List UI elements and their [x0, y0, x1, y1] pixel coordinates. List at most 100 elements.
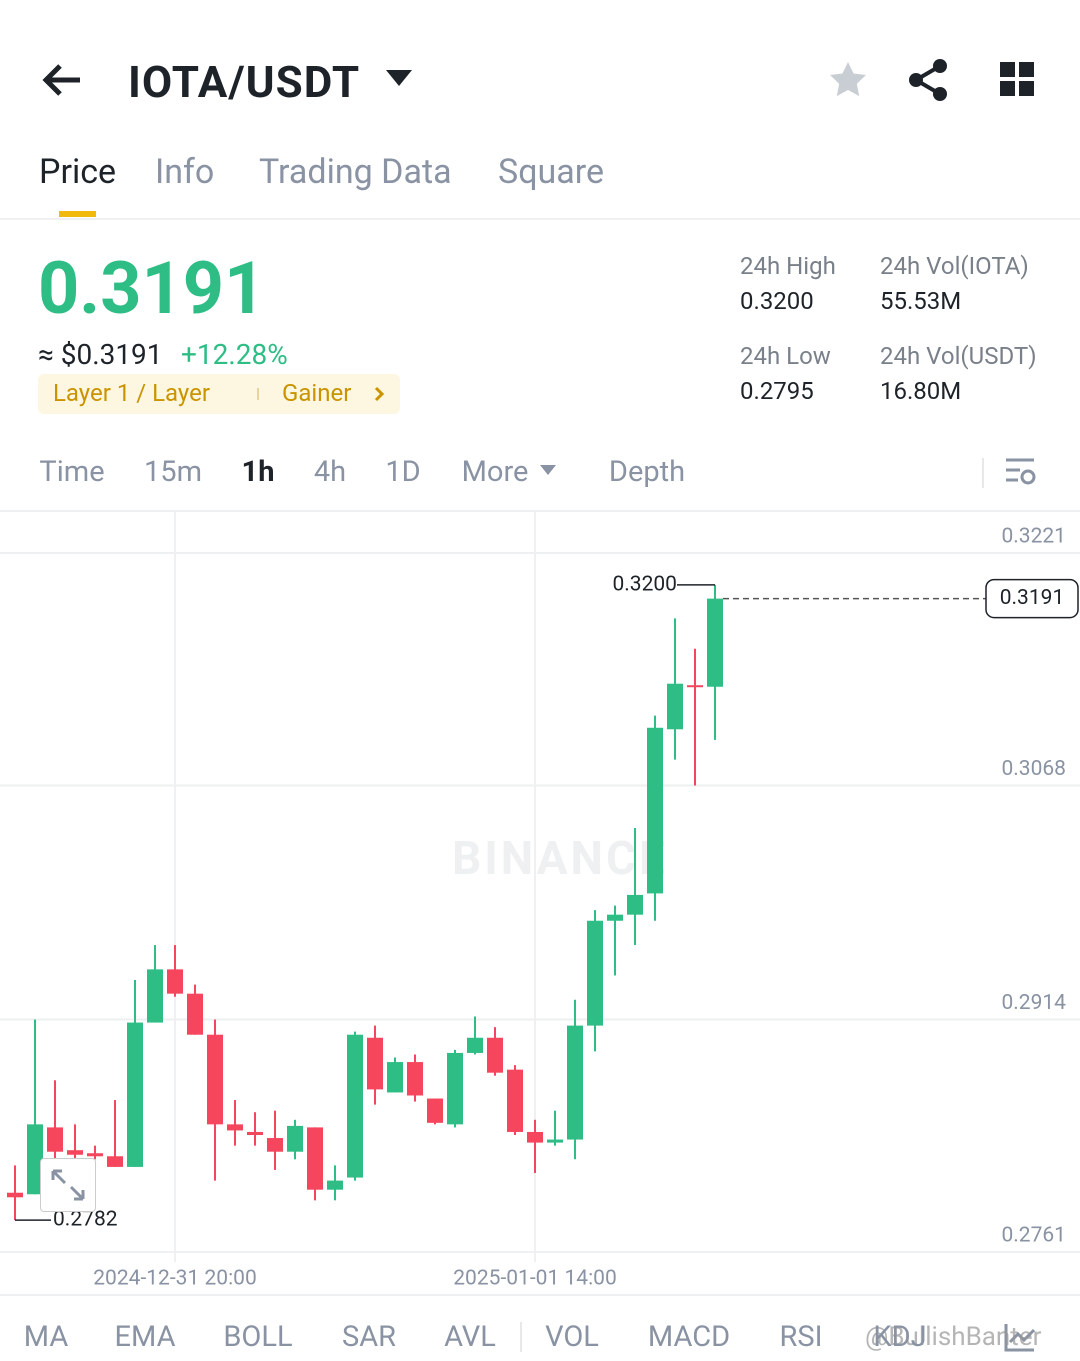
indicator[interactable]: AVL	[444, 1320, 496, 1354]
tag-separator	[257, 388, 259, 400]
high-marker-label: 0.3200	[612, 572, 677, 596]
candle-body	[87, 1153, 103, 1157]
candle-body	[287, 1125, 303, 1152]
candle-body	[507, 1069, 523, 1132]
last-price: 0.3191	[38, 246, 266, 331]
favorite[interactable]	[828, 60, 868, 100]
stat-label: 24h High	[740, 252, 836, 280]
candle-body	[27, 1124, 43, 1195]
tab-indicator	[59, 211, 96, 217]
layout-menu[interactable]	[1000, 62, 1036, 98]
tab[interactable]: Square	[498, 152, 604, 192]
indicator-settings[interactable]	[1004, 1322, 1036, 1352]
x-tick-label: 2024-12-31 20:00	[93, 1267, 257, 1291]
candle-body	[607, 914, 623, 921]
interval[interactable]: Depth	[608, 455, 686, 489]
candle-body	[347, 1034, 363, 1178]
pair-title[interactable]: IOTA/USDT	[128, 56, 361, 108]
interval[interactable]: 1D	[385, 455, 421, 489]
usd-price: ≈ $0.3191	[38, 338, 163, 371]
candle-body	[687, 685, 703, 688]
interval[interactable]: More	[461, 455, 529, 489]
candle-body	[7, 1192, 23, 1198]
chart-settings[interactable]	[1004, 456, 1038, 488]
candle-body	[447, 1052, 463, 1125]
candle-body	[587, 920, 603, 1026]
tag[interactable]: Layer 1 / Layer	[53, 379, 210, 407]
candle-body	[407, 1062, 423, 1096]
candle-body	[467, 1037, 483, 1053]
candle-body	[167, 969, 183, 994]
candle-body	[387, 1062, 403, 1093]
interval[interactable]: 4h	[313, 455, 347, 489]
tag-bar[interactable]	[38, 374, 400, 414]
pair-dropdown[interactable]	[386, 70, 412, 88]
last-price-label: 0.3191	[1000, 586, 1065, 610]
candle-body	[187, 993, 203, 1035]
indicator[interactable]: KDJ	[873, 1320, 927, 1354]
y-tick-label: 0.3221	[1001, 525, 1066, 549]
interval[interactable]: 1h	[241, 455, 275, 489]
x-tick-label: 2025-01-01 14:00	[453, 1267, 617, 1291]
watermark: @BullishBanter	[865, 1322, 1042, 1352]
y-tick-label: 0.2914	[1001, 991, 1066, 1015]
y-tick-label: 0.3068	[1001, 757, 1066, 781]
indicator[interactable]: BOLL	[223, 1320, 293, 1354]
candle-body	[207, 1034, 223, 1125]
indicator[interactable]: EMA	[114, 1320, 176, 1354]
indicator[interactable]: VOL	[545, 1320, 599, 1354]
tab[interactable]: Info	[155, 152, 215, 192]
divider	[0, 218, 1080, 220]
tab[interactable]: Trading Data	[259, 152, 452, 192]
price-change: +12.28%	[181, 338, 288, 371]
candlestick-chart: BINANCE 0.2761 0.2914 0.3068 0.3221 2024-12-3…	[0, 512, 1080, 1291]
expand-icon	[51, 1169, 85, 1201]
candle-body	[227, 1124, 243, 1131]
stat-label: 24h Vol(USDT)	[880, 342, 1037, 370]
candle-body	[667, 683, 683, 730]
interval[interactable]: Time	[39, 455, 105, 489]
candle-body	[107, 1156, 123, 1167]
candle-body	[307, 1127, 323, 1190]
tab[interactable]: Price	[39, 152, 117, 192]
expand-button[interactable]	[40, 1158, 96, 1212]
back-button[interactable]	[40, 62, 84, 98]
candle-body	[247, 1131, 263, 1135]
candle-body	[627, 894, 643, 915]
divider	[0, 1294, 1080, 1296]
candle-body	[67, 1150, 83, 1155]
indicator[interactable]: MA	[23, 1320, 69, 1354]
candle-body	[47, 1127, 63, 1152]
indicator[interactable]: SAR	[341, 1320, 397, 1354]
candle-body	[267, 1138, 283, 1152]
candle-body	[647, 727, 663, 894]
indicator[interactable]: RSI	[779, 1320, 823, 1354]
candle-body	[127, 1022, 143, 1167]
stat-value: 0.3200	[740, 287, 814, 315]
interval[interactable]: 15m	[143, 455, 203, 489]
y-tick-label: 0.2761	[1001, 1224, 1066, 1248]
separator	[982, 458, 984, 488]
candle-body	[367, 1037, 383, 1090]
candle-body	[487, 1037, 503, 1073]
stat-value: 16.80M	[880, 377, 962, 405]
candle-body	[527, 1131, 543, 1143]
last-price-box	[985, 578, 1079, 619]
candle-body	[147, 969, 163, 1023]
candle-body	[427, 1098, 443, 1123]
separator	[520, 1322, 522, 1352]
more-dropdown[interactable]	[540, 465, 556, 476]
tag-chevron	[374, 386, 385, 402]
divider	[0, 510, 1080, 512]
stat-value: 55.53M	[880, 287, 962, 315]
candle-body	[567, 1025, 583, 1140]
tag[interactable]: Gainer	[282, 379, 352, 407]
indicator[interactable]: MACD	[647, 1320, 731, 1354]
candle-body	[327, 1180, 343, 1190]
candle-body	[707, 598, 723, 687]
stat-label: 24h Low	[740, 342, 831, 370]
chart-watermark: BINANCE	[452, 832, 668, 886]
stat-label: 24h Vol(IOTA)	[880, 252, 1029, 280]
share[interactable]	[906, 58, 950, 102]
